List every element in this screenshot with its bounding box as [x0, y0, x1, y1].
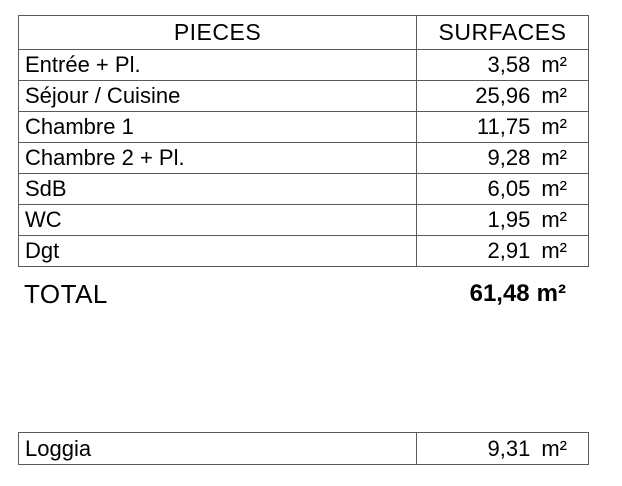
- header-cell-surfaces: SURFACES: [417, 16, 588, 49]
- room-label: Loggia: [25, 435, 92, 461]
- total-label: TOTAL: [24, 278, 108, 309]
- room-label-cell: SdB: [19, 174, 417, 204]
- surface-value: 25,96: [475, 83, 531, 108]
- room-label: Chambre 2 + Pl.: [25, 145, 185, 170]
- surface-value-cell: 11,75 m²: [417, 112, 588, 142]
- surface-value-cell: 9,31 m²: [417, 433, 588, 464]
- table-row: Chambre 1 11,75 m²: [19, 111, 588, 142]
- room-label-cell: Chambre 1: [19, 112, 417, 142]
- surfaces-table: PIECES SURFACES Entrée + Pl. 3,58 m² Séj…: [18, 15, 589, 267]
- total-value-number: 61,48: [469, 280, 530, 307]
- pieces-header-label: PIECES: [173, 19, 262, 45]
- surface-value: 6,05: [487, 176, 531, 201]
- surfaces-header-label: SURFACES: [438, 19, 567, 45]
- surface-value-cell: 9,28 m²: [417, 143, 588, 173]
- room-label-cell: Entrée + Pl.: [19, 50, 417, 80]
- room-label: Séjour / Cuisine: [25, 83, 181, 108]
- surface-value: 3,58: [487, 52, 531, 77]
- room-label: Dgt: [25, 238, 60, 263]
- table-row: WC 1,95 m²: [19, 204, 588, 235]
- table-row: Chambre 2 + Pl. 9,28 m²: [19, 142, 588, 173]
- surface-unit: m²: [541, 114, 567, 139]
- room-label-cell: Dgt: [19, 236, 417, 266]
- total-row: TOTAL 61,48 m²: [18, 273, 589, 315]
- surface-value: 1,95: [487, 207, 531, 232]
- surface-unit: m²: [541, 238, 567, 263]
- surface-value-cell: 25,96 m²: [417, 81, 588, 111]
- table-row: Loggia 9,31 m²: [19, 433, 588, 464]
- room-label-cell: WC: [19, 205, 417, 235]
- surface-unit: m²: [541, 176, 567, 201]
- table-row: Séjour / Cuisine 25,96 m²: [19, 80, 588, 111]
- surface-value-cell: 1,95 m²: [417, 205, 588, 235]
- surface-unit: m²: [541, 435, 567, 461]
- surface-value-cell: 2,91 m²: [417, 236, 588, 266]
- surface-unit: m²: [541, 145, 567, 170]
- surface-value-cell: 6,05 m²: [417, 174, 588, 204]
- annex-table: Loggia 9,31 m²: [18, 432, 589, 465]
- room-label-cell: Chambre 2 + Pl.: [19, 143, 417, 173]
- surface-unit: m²: [541, 207, 567, 232]
- surface-value: 2,91: [487, 238, 531, 263]
- room-label-cell: Séjour / Cuisine: [19, 81, 417, 111]
- surface-value: 9,28: [487, 145, 531, 170]
- room-label: Entrée + Pl.: [25, 52, 141, 77]
- table-row: Entrée + Pl. 3,58 m²: [19, 49, 588, 80]
- table-header-row: PIECES SURFACES: [19, 16, 588, 49]
- table-row: Dgt 2,91 m²: [19, 235, 588, 266]
- table-row: SdB 6,05 m²: [19, 173, 588, 204]
- header-cell-pieces: PIECES: [19, 16, 417, 49]
- surface-value-cell: 3,58 m²: [417, 50, 588, 80]
- room-label: Chambre 1: [25, 114, 134, 139]
- surface-value: 9,31: [487, 435, 531, 461]
- room-label-cell: Loggia: [19, 433, 417, 464]
- total-value-unit: m²: [536, 280, 566, 307]
- room-label: SdB: [25, 176, 67, 201]
- room-label: WC: [25, 207, 62, 232]
- surface-unit: m²: [541, 52, 567, 77]
- surface-unit: m²: [541, 83, 567, 108]
- surface-value: 11,75: [476, 114, 531, 139]
- total-value: 61,48 m²: [470, 280, 566, 308]
